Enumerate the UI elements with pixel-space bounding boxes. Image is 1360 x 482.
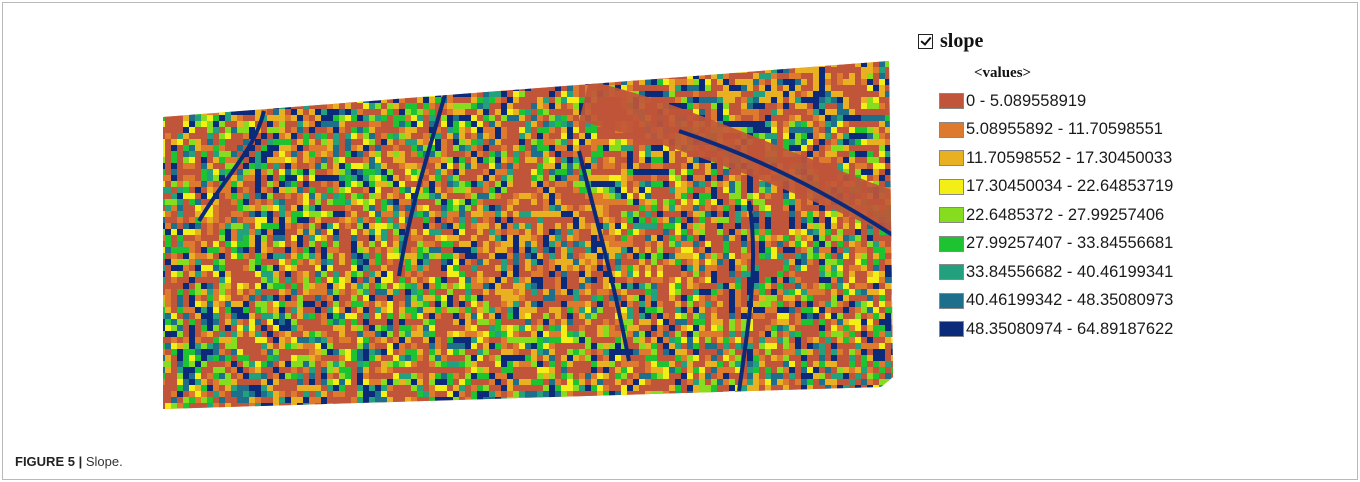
legend-swatch <box>939 264 964 281</box>
legend-range-label: 27.99257407 - 33.84556681 <box>966 234 1174 253</box>
legend-range-label: 5.08955892 - 11.70598551 <box>966 120 1163 139</box>
map-legend: slope <values> 0 - 5.089558919 5.08955892… <box>918 29 1348 344</box>
legend-class-3: 11.70598552 - 17.30450033 <box>939 144 1348 173</box>
figure-caption-text: Slope. <box>82 454 123 469</box>
legend-swatch <box>939 321 964 338</box>
legend-range-label: 11.70598552 - 17.30450033 <box>966 148 1173 167</box>
valley-streak-3 <box>397 80 451 277</box>
valley-streak-5 <box>737 200 756 392</box>
legend-swatch <box>939 121 964 138</box>
raster-cells <box>163 61 893 409</box>
legend-range-label: 48.35080974 - 64.89187622 <box>966 319 1174 338</box>
slope-raster-svg <box>163 61 893 409</box>
legend-class-4: 17.30450034 - 22.64853719 <box>939 173 1348 202</box>
legend-layer-header: slope <box>918 29 1348 53</box>
valley-streak-1 <box>678 129 893 238</box>
layer-visibility-checkbox[interactable] <box>918 33 933 49</box>
legend-swatch <box>939 150 964 167</box>
legend-range-label: 40.46199342 - 48.35080973 <box>966 291 1174 310</box>
legend-range-label: 33.84556682 - 40.46199341 <box>966 262 1174 281</box>
legend-swatch <box>939 178 964 195</box>
legend-class-2: 5.08955892 - 11.70598551 <box>939 116 1348 145</box>
legend-class-7: 33.84556682 - 40.46199341 <box>939 258 1348 287</box>
slope-raster-map <box>159 61 895 413</box>
valley-streak-4 <box>577 150 631 362</box>
legend-range-label: 0 - 5.089558919 <box>966 91 1087 110</box>
legend-swatch <box>939 292 964 309</box>
layer-name: slope <box>940 29 984 52</box>
legend-swatch <box>939 207 964 224</box>
legend-class-9: 48.35080974 - 64.89187622 <box>939 315 1348 344</box>
figure-caption: FIGURE 5 | Slope. <box>15 454 123 469</box>
legend-swatch <box>939 93 964 110</box>
legend-range-label: 17.30450034 - 22.64853719 <box>966 177 1174 196</box>
legend-class-1: 0 - 5.089558919 <box>939 87 1348 116</box>
figure-number: FIGURE 5 | <box>15 454 83 469</box>
legend-class-5: 22.6485372 - 27.99257406 <box>939 201 1348 230</box>
legend-class-8: 40.46199342 - 48.35080973 <box>939 287 1348 316</box>
legend-swatch <box>939 235 964 252</box>
legend-class-list: 0 - 5.089558919 5.08955892 - 11.70598551 1… <box>918 87 1348 344</box>
values-heading: <values> <box>974 65 1032 81</box>
legend-range-label: 22.6485372 - 27.99257406 <box>966 205 1165 224</box>
valley-streak-2 <box>197 110 266 223</box>
legend-class-6: 27.99257407 - 33.84556681 <box>939 230 1348 259</box>
